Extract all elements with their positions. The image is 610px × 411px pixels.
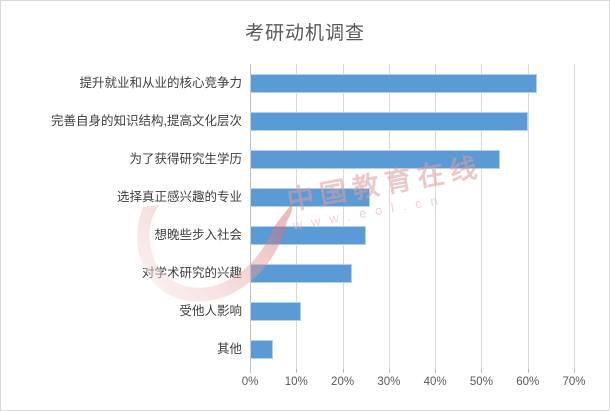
bar: [250, 226, 366, 246]
gridline: [481, 64, 483, 369]
value-axis-tick-label: 40%: [423, 376, 447, 388]
gridline: [527, 64, 529, 369]
value-axis-tick-label: 0%: [241, 376, 259, 388]
value-axis-tick-label: 60%: [516, 376, 540, 388]
category-axis-line: [250, 64, 251, 369]
category-label: 想晚些步入社会: [154, 228, 242, 243]
axis-tick: [481, 369, 483, 373]
value-axis-tick-label: 10%: [284, 376, 308, 388]
axis-tick: [250, 369, 251, 373]
axis-tick: [574, 369, 575, 373]
gridline: [388, 64, 390, 369]
axis-tick: [527, 369, 529, 373]
bar: [250, 264, 352, 284]
value-axis-tick-label: 20%: [331, 376, 355, 388]
chart-title: 考研动机调查: [244, 23, 365, 44]
category-label: 对学术研究的兴趣: [141, 266, 242, 281]
category-label: 提升就业和从业的核心竞争力: [79, 75, 242, 90]
value-axis-tick-label: 50%: [469, 376, 493, 388]
axis-tick: [342, 369, 344, 373]
bar: [250, 187, 371, 207]
gridline: [435, 64, 437, 369]
gridline: [574, 64, 575, 369]
category-label: 为了获得研究生学历: [129, 151, 242, 166]
axis-tick: [388, 369, 390, 373]
bar: [250, 302, 301, 322]
category-label: 完善自身的知识结构,提高文化层次: [51, 113, 242, 128]
bar: [250, 340, 274, 360]
category-label: 受他人影响: [179, 304, 242, 319]
axis-tick: [296, 369, 298, 373]
bar: [250, 111, 528, 131]
value-axis-tick-label: 70%: [562, 376, 586, 388]
category-label: 其他: [216, 342, 242, 357]
value-axis-tick-label: 30%: [377, 376, 401, 388]
gridline: [342, 64, 344, 369]
category-label: 选择真正感兴趣的专业: [116, 189, 242, 204]
bar: [250, 73, 537, 93]
gridline: [296, 64, 298, 369]
axis-tick: [435, 369, 437, 373]
bar: [250, 149, 500, 169]
